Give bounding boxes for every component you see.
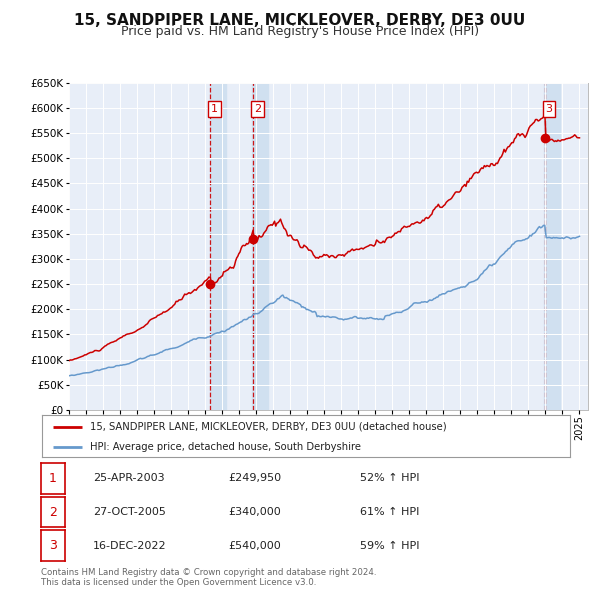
Text: 59% ↑ HPI: 59% ↑ HPI: [360, 541, 419, 550]
Bar: [209, 83, 226, 410]
Text: 2: 2: [254, 104, 261, 114]
Text: Contains HM Land Registry data © Crown copyright and database right 2024.
This d: Contains HM Land Registry data © Crown c…: [41, 568, 376, 587]
Text: 25-APR-2003: 25-APR-2003: [93, 474, 164, 483]
Text: 16-DEC-2022: 16-DEC-2022: [93, 541, 167, 550]
Text: 1: 1: [49, 472, 57, 485]
Text: £340,000: £340,000: [228, 507, 281, 517]
Text: 15, SANDPIPER LANE, MICKLEOVER, DERBY, DE3 0UU: 15, SANDPIPER LANE, MICKLEOVER, DERBY, D…: [74, 13, 526, 28]
Text: 1: 1: [211, 104, 218, 114]
Text: 27-OCT-2005: 27-OCT-2005: [93, 507, 166, 517]
Text: 3: 3: [545, 104, 553, 114]
Text: 2: 2: [49, 506, 57, 519]
Bar: [252, 83, 268, 410]
Text: HPI: Average price, detached house, South Derbyshire: HPI: Average price, detached house, Sout…: [89, 442, 361, 452]
Bar: [544, 83, 560, 410]
Text: £249,950: £249,950: [228, 474, 281, 483]
Text: 61% ↑ HPI: 61% ↑ HPI: [360, 507, 419, 517]
Text: £540,000: £540,000: [228, 541, 281, 550]
Text: Price paid vs. HM Land Registry's House Price Index (HPI): Price paid vs. HM Land Registry's House …: [121, 25, 479, 38]
Text: 15, SANDPIPER LANE, MICKLEOVER, DERBY, DE3 0UU (detached house): 15, SANDPIPER LANE, MICKLEOVER, DERBY, D…: [89, 422, 446, 432]
Text: 3: 3: [49, 539, 57, 552]
Text: 52% ↑ HPI: 52% ↑ HPI: [360, 474, 419, 483]
